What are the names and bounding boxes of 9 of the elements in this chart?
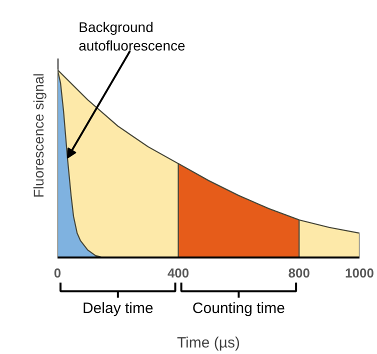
annotation: Background autofluorescence [78,19,186,54]
x-axis-title: Time (µs) [176,334,240,352]
x-tick-label: 1000 [345,266,374,280]
x-tick-label: 800 [288,266,310,280]
x-tick-label: 400 [167,266,190,280]
x-tick-label: 0 [54,266,62,280]
text: Delay time [82,300,154,317]
text: Counting time [192,300,285,317]
y-axis-title: Fluorescence signal [30,73,46,198]
